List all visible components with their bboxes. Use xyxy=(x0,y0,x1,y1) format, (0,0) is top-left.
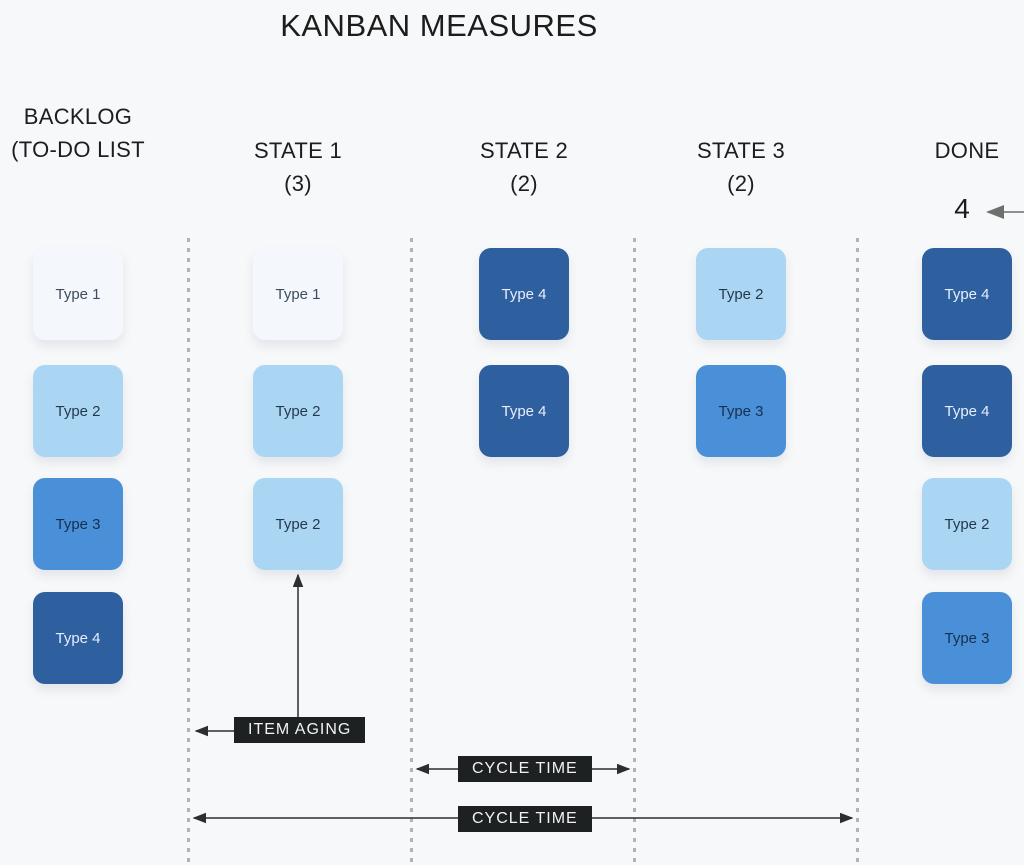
column-header-state1: STATE 1 (3) xyxy=(188,134,408,200)
column-header-state3-line1: STATE 3 xyxy=(696,138,786,163)
card-done-4-type3: Type 3 xyxy=(922,592,1012,684)
card-backlog-3-type3: Type 3 xyxy=(33,478,123,570)
column-header-state2-line2: (2) xyxy=(510,171,538,196)
column-header-state3: STATE 3 (2) xyxy=(631,134,851,200)
card-state2-2-type4: Type 4 xyxy=(479,365,569,457)
card-done-3-type2: Type 2 xyxy=(922,478,1012,570)
card-backlog-2-type2: Type 2 xyxy=(33,365,123,457)
card-state3-2-type3: Type 3 xyxy=(696,365,786,457)
divider-state3-done xyxy=(856,238,859,865)
column-header-state1-line1: STATE 1 xyxy=(253,138,343,163)
column-header-state3-line2: (2) xyxy=(727,171,755,196)
card-state3-1-type2: Type 2 xyxy=(696,248,786,340)
card-done-1-type4: Type 4 xyxy=(922,248,1012,340)
column-header-backlog: BACKLOG (TO-DO LIST xyxy=(0,100,188,166)
column-header-done: DONE xyxy=(857,134,1024,167)
column-header-backlog-line1: BACKLOG xyxy=(23,104,133,129)
cycle-time-full-label: CYCLE TIME xyxy=(458,806,592,832)
column-header-backlog-line2: (TO-DO LIST xyxy=(11,137,145,162)
column-header-state1-line2: (3) xyxy=(284,171,312,196)
card-backlog-1-type1: Type 1 xyxy=(33,248,123,340)
card-done-2-type4: Type 4 xyxy=(922,365,1012,457)
column-header-state2: STATE 2 (2) xyxy=(414,134,634,200)
card-state1-2-type2: Type 2 xyxy=(253,365,343,457)
divider-state1-state2 xyxy=(410,238,413,865)
divider-backlog-state1 xyxy=(187,238,190,865)
card-state1-3-type2: Type 2 xyxy=(253,478,343,570)
column-header-state2-line1: STATE 2 xyxy=(479,138,569,163)
divider-state2-state3 xyxy=(633,238,636,865)
diagram-title: KANBAN MEASURES xyxy=(280,8,598,43)
column-header-done-line1: DONE xyxy=(934,138,1000,163)
card-backlog-4-type4: Type 4 xyxy=(33,592,123,684)
card-state2-1-type4: Type 4 xyxy=(479,248,569,340)
item-aging-label: ITEM AGING xyxy=(234,717,366,743)
throughput-count: 4 xyxy=(954,193,970,224)
card-state1-1-type1: Type 1 xyxy=(253,248,343,340)
cycle-time-state-label: CYCLE TIME xyxy=(458,756,592,782)
